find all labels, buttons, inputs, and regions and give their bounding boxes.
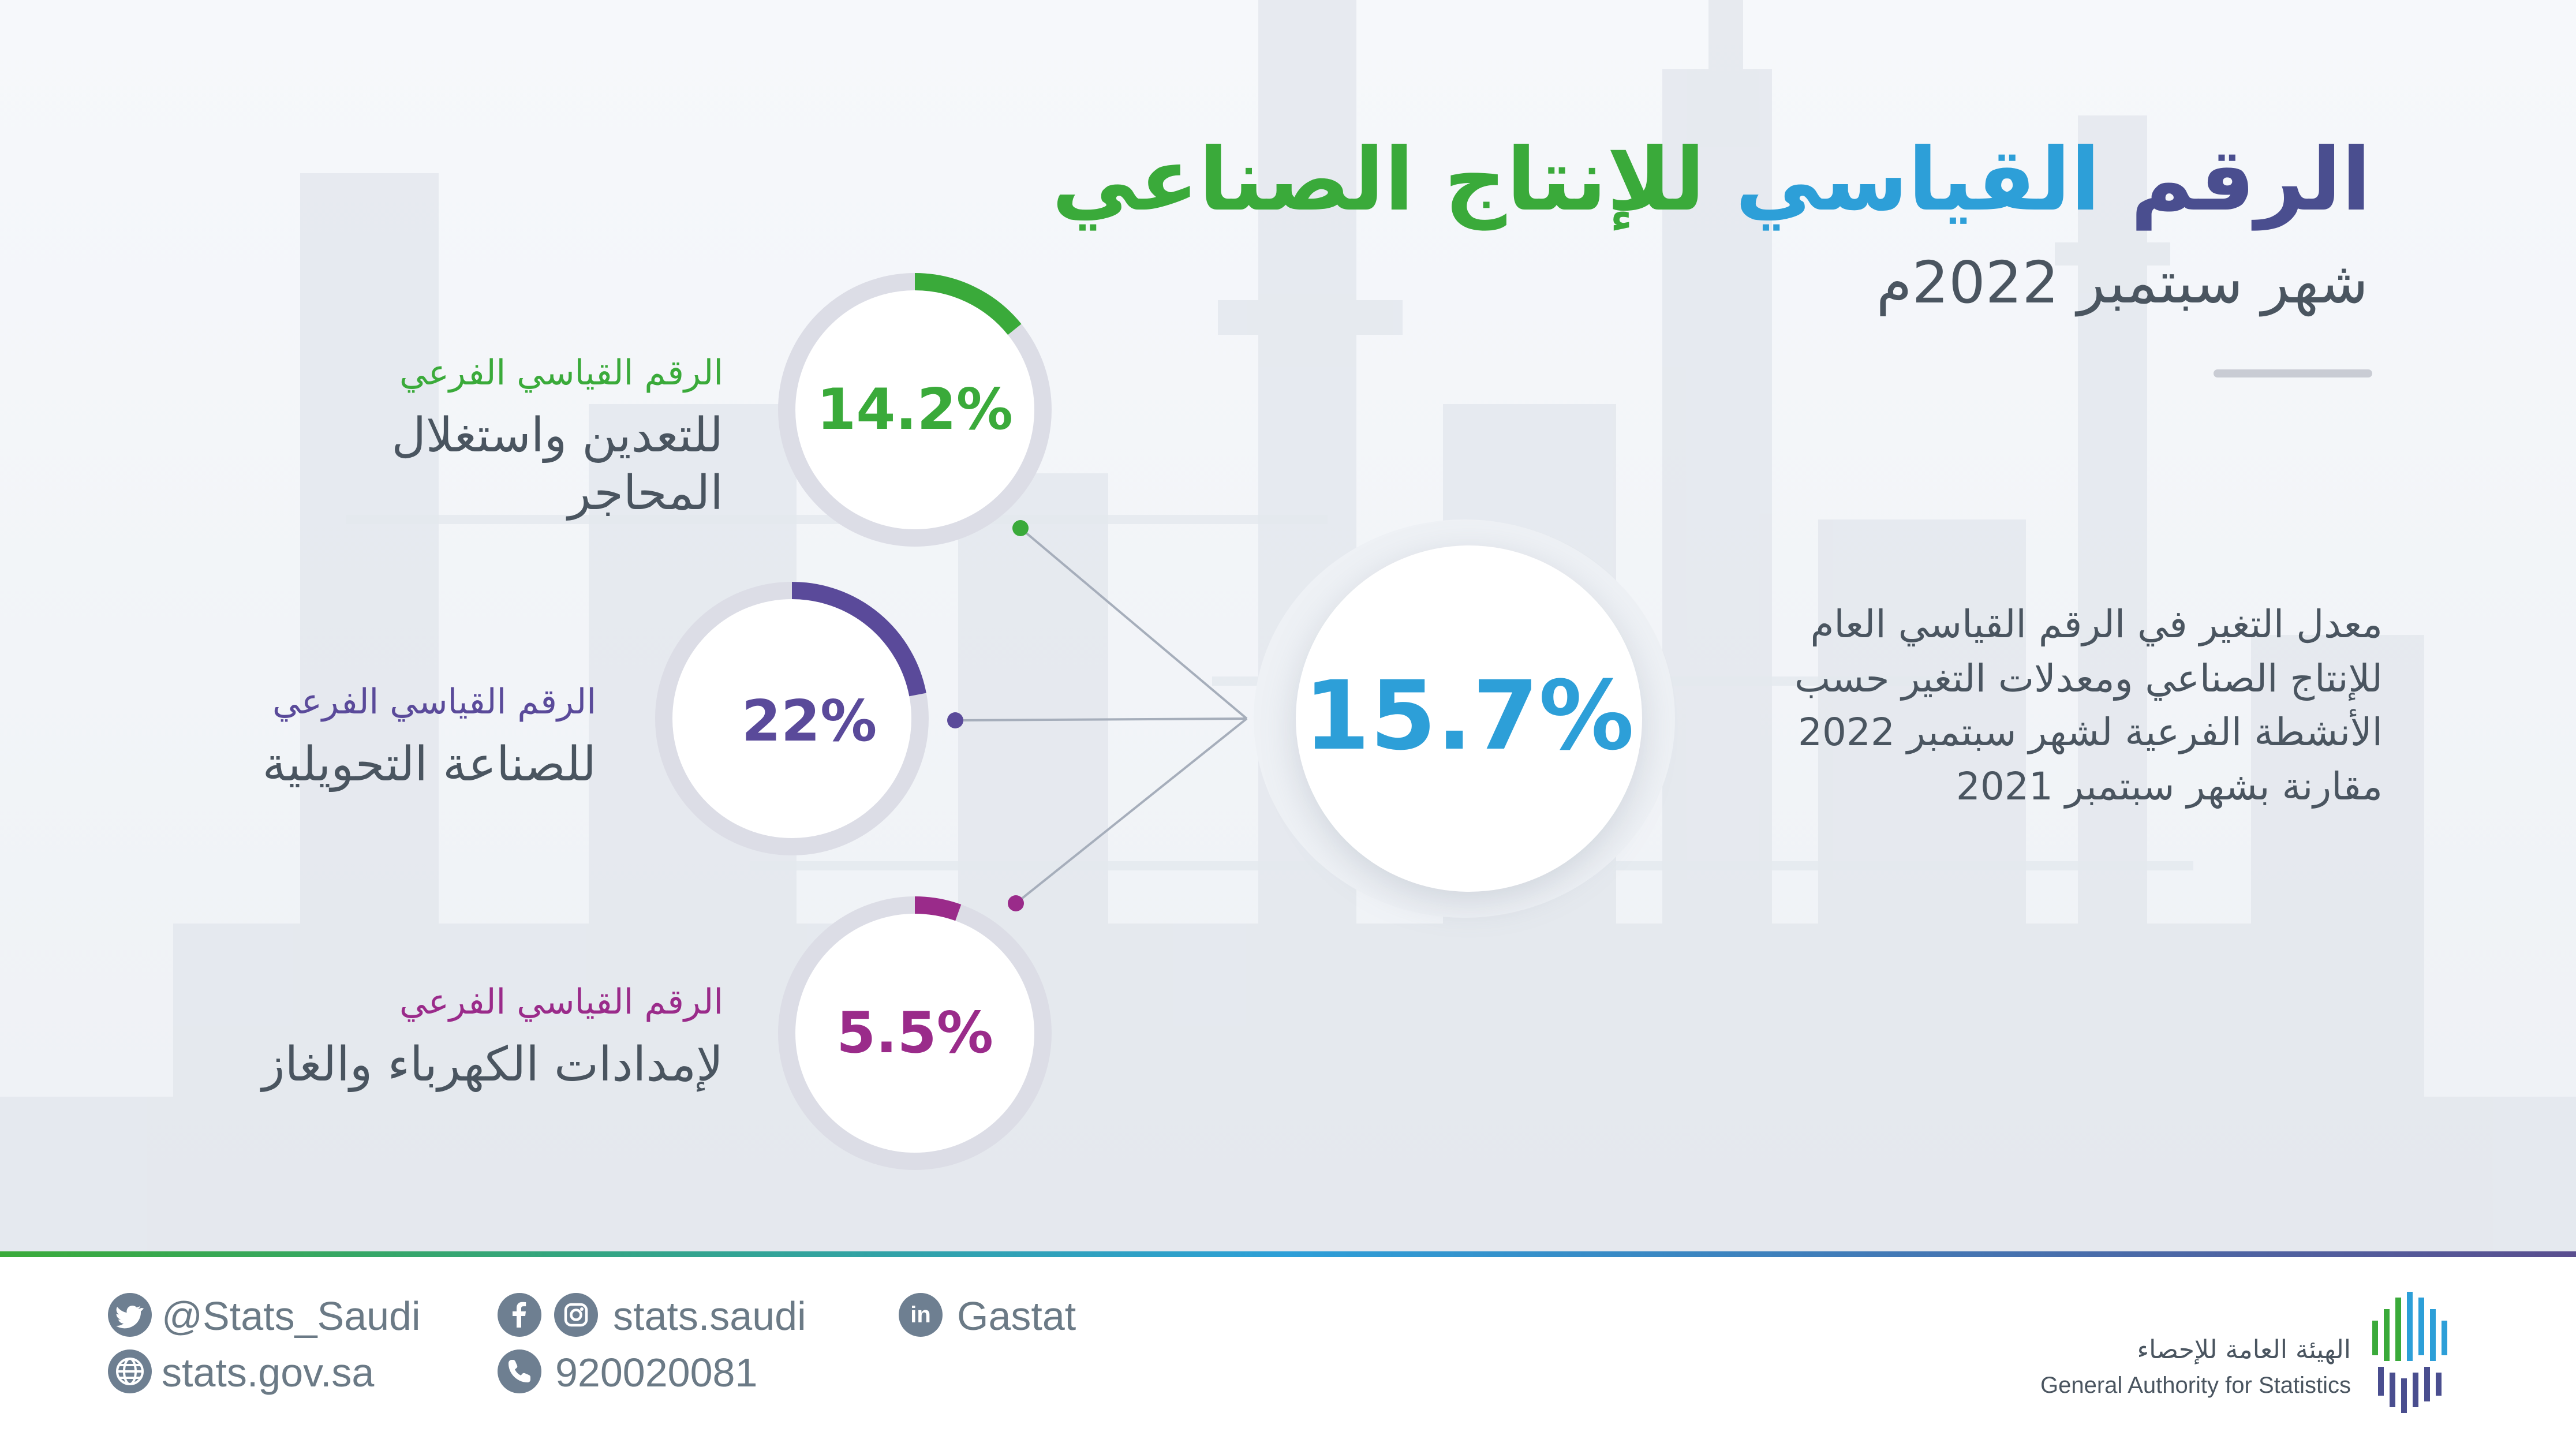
phone-icon[interactable] [498,1349,541,1393]
linkedin-icon[interactable]: in [899,1293,943,1337]
footer: @Stats_Saudi stats.gov.sa stats.saudi 92… [0,1257,2576,1443]
org-name-arabic: الهيئة العامة للإحصاء [2137,1335,2351,1365]
ring-progress-arc [778,273,1052,547]
twitter-handle-link[interactable]: @Stats_Saudi [162,1294,421,1339]
gastat-logo-icon [2372,1292,2447,1413]
linkedin-link[interactable]: Gastat [957,1294,1076,1339]
sub-index-name-mining: للتعدين واستغلال المحاجر [391,408,723,521]
page-title: الرقم القياسي للإنتاج الصناعي [1052,130,2371,230]
sub-index-name-manufacturing: للصناعة التحويلية [262,737,596,792]
twitter-icon[interactable] [108,1293,152,1337]
connector-lines [947,520,1248,911]
facebook-icon[interactable] [498,1293,541,1337]
main-change-value: 15.7% [1303,660,1635,771]
center-circle [1296,545,1642,892]
phone-number[interactable]: 920020081 [555,1350,758,1395]
ring-progress-arc [655,582,929,855]
title-word-index: الرقم [2130,130,2371,230]
subtitle-divider [2214,369,2372,377]
connector-dot-mining [1012,520,1029,536]
title-word-standard: القياسي [1735,130,2100,230]
title-word-production: للإنتاج الصناعي [1052,130,1706,230]
ring-progress-arc [778,896,1052,1170]
footer-gradient-line [0,1251,2576,1257]
connector-dot-electricity [1008,895,1024,911]
instagram-icon[interactable] [554,1293,598,1337]
sub-index-title-manufacturing: الرقم القياسي الفرعي [272,682,596,722]
sub-index-value-electricity: 5.5% [836,1000,993,1066]
social-handle-link[interactable]: stats.saudi [613,1294,806,1339]
ring-gauge-electricity [778,896,1052,1170]
sub-index-title-electricity: الرقم القياسي الفرعي [399,982,723,1022]
website-link[interactable]: stats.gov.sa [162,1350,375,1395]
main-description: معدل التغير في الرقم القياسي العام للإنت… [1794,602,2383,809]
ring-gauge-mining [778,273,1052,547]
ring-gauge-manufacturing [655,582,929,855]
connector-dot-manufacturing [947,712,963,728]
sub-index-name-electricity: لإمدادات الكهرباء والغاز [261,1037,723,1092]
globe-icon[interactable] [108,1349,152,1393]
sub-index-value-manufacturing: 22% [741,689,877,754]
sub-index-title-mining: الرقم القياسي الفرعي [399,353,723,393]
org-name-english: General Authority for Statistics [2040,1373,2351,1398]
refinery-background [0,0,2576,1253]
page-subtitle: شهر سبتمبر 2022م [1876,249,2368,316]
sub-index-value-mining: 14.2% [817,377,1013,443]
